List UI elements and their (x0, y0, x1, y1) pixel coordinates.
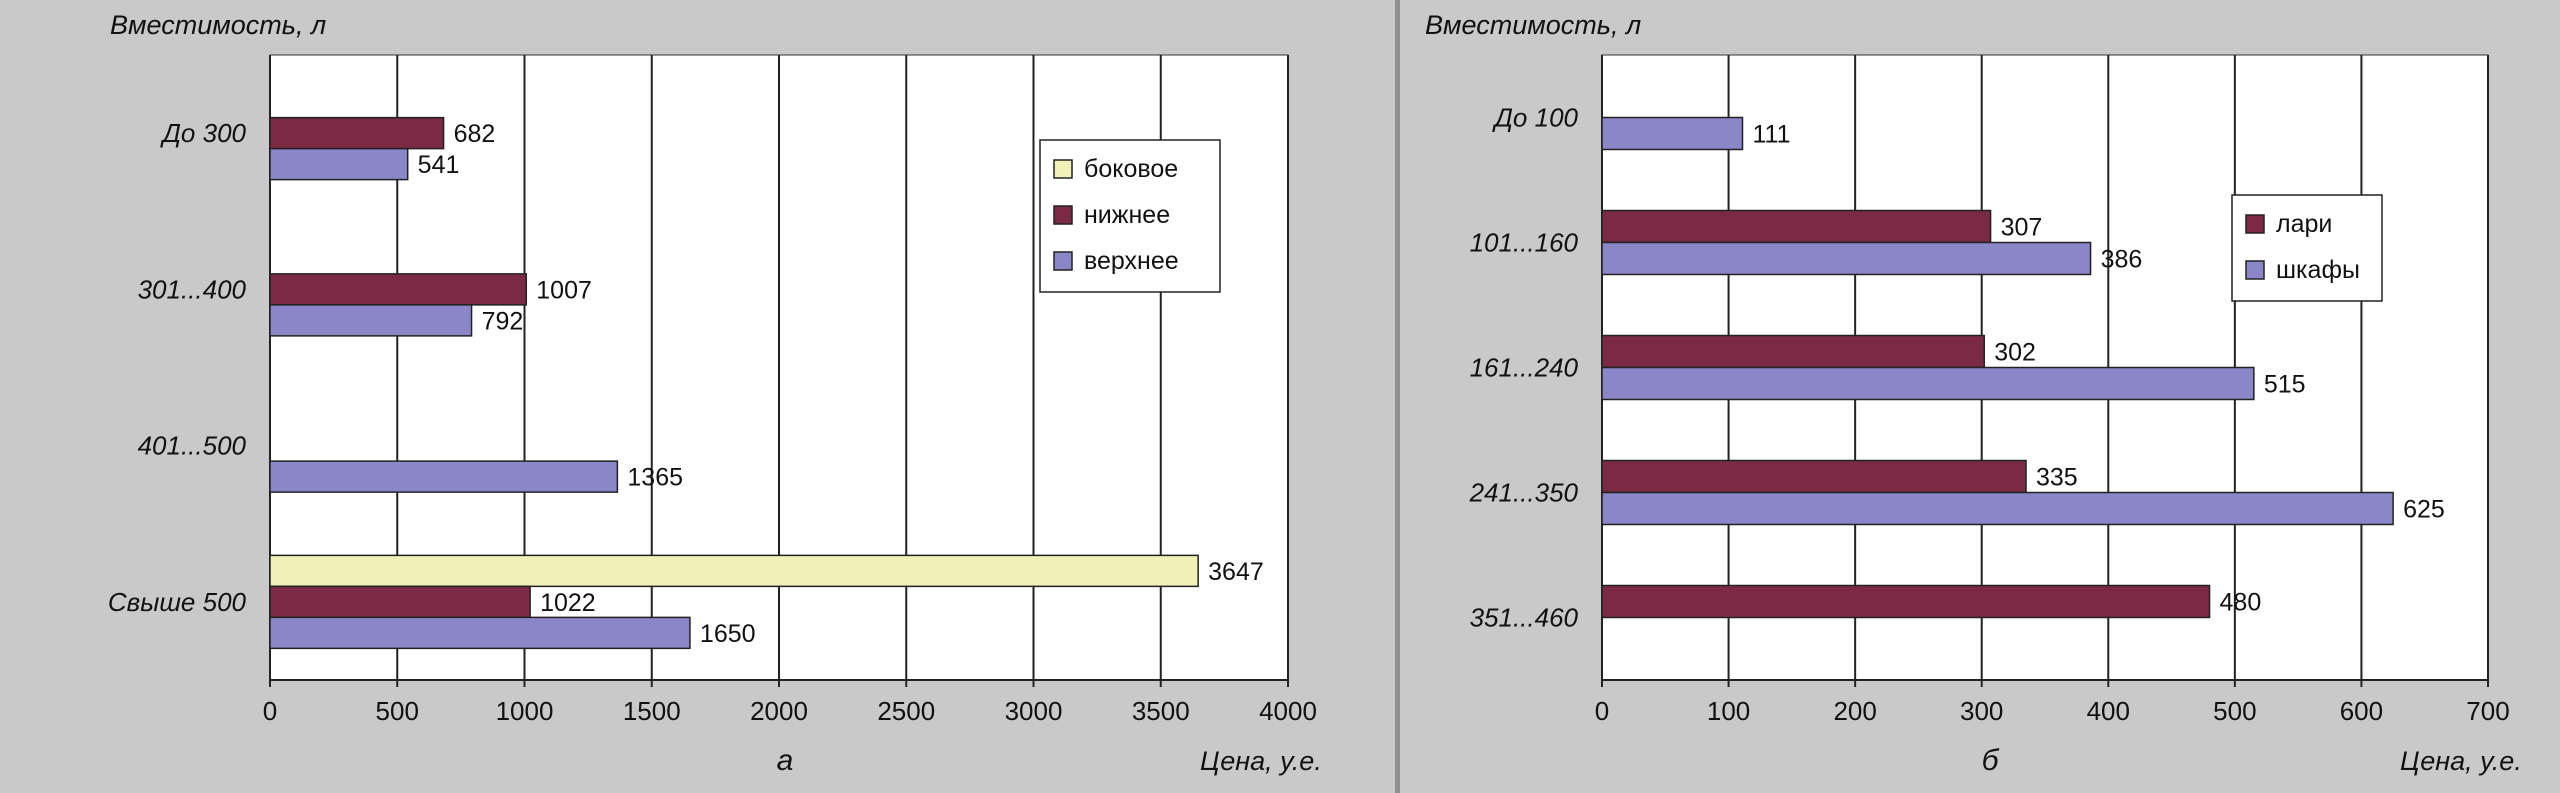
category-label: Свыше 500 (108, 587, 247, 617)
bar-шкафы (1601, 491, 2394, 526)
category-label: До 100 (1492, 103, 1579, 133)
x-tick-label: 600 (2340, 696, 2383, 726)
data-label: 792 (482, 307, 524, 335)
legend-label: нижнее (1084, 201, 1170, 229)
category-label: 301...400 (138, 274, 247, 304)
x-axis-title: Цена, у.е. (1200, 746, 1322, 776)
x-tick-label: 0 (1595, 696, 1609, 726)
y-axis-title: Вместимость, л (1425, 10, 1641, 40)
legend-label: лари (2276, 210, 2332, 238)
data-label: 1650 (700, 620, 756, 648)
bar-нижнее (269, 585, 531, 619)
legend-box (2231, 194, 2383, 302)
data-label: 335 (2036, 464, 2078, 492)
chart-panel-b: 0 100 200 300 400 500 600 700 Вместимость, л Цена… (1400, 0, 2560, 793)
category-label: 351...460 (1470, 603, 1579, 633)
legend-label: боковое (1084, 155, 1178, 183)
x-tick-label: 500 (2213, 696, 2256, 726)
data-label: 111 (1752, 121, 1790, 149)
data-label: 480 (2220, 589, 2262, 617)
legend-label: верхнее (1084, 247, 1179, 275)
bar-лари (1601, 584, 2211, 619)
chart-b-svg: 0 100 200 300 400 500 600 700 Вместимость, л Цена… (1425, 10, 2522, 777)
x-tick-label: 3500 (1132, 696, 1190, 726)
bar-нижнее (269, 116, 445, 150)
x-tick-label: 100 (1707, 696, 1750, 726)
bar-верхнее (269, 616, 691, 650)
bar-боковое (269, 554, 1199, 588)
data-label: 1365 (627, 464, 683, 492)
y-axis-title: Вместимость, л (110, 10, 326, 40)
bar-шкафы (1601, 366, 2255, 401)
x-tick-label: 400 (2087, 696, 2130, 726)
data-label: 307 (2001, 214, 2043, 242)
x-tick-label: 1000 (496, 696, 554, 726)
bar-шкафы (1601, 241, 2092, 276)
x-tick-label: 4000 (1259, 696, 1317, 726)
data-label: 1007 (536, 276, 592, 304)
x-tick-label: 300 (1960, 696, 2003, 726)
x-tick-label: 200 (1833, 696, 1876, 726)
legend-swatch (1053, 159, 1073, 179)
data-label: 541 (418, 151, 460, 179)
x-tick-label: 700 (2466, 696, 2509, 726)
x-axis-title: Цена, у.е. (2400, 746, 2522, 776)
data-label: 1022 (540, 589, 596, 617)
x-tick-label: 2500 (877, 696, 935, 726)
bar-лари (1601, 459, 2027, 494)
x-tick-label: 2000 (750, 696, 808, 726)
bar-верхнее (269, 147, 409, 181)
legend-swatch (1053, 205, 1073, 225)
category-label: 401...500 (138, 431, 247, 461)
panel-letter: б (1982, 744, 2000, 777)
x-tick-label: 1500 (623, 696, 681, 726)
bar-лари (1601, 209, 1992, 244)
bar-шкафы (1601, 116, 1744, 151)
category-label: 101...160 (1470, 228, 1579, 258)
x-tick-label: 0 (263, 696, 277, 726)
x-tick-label: 3000 (1005, 696, 1063, 726)
bar-нижнее (269, 273, 528, 306)
category-label: До 300 (160, 118, 247, 148)
legend-swatch (1053, 251, 1073, 271)
legend-swatch (2245, 260, 2265, 280)
chart-panel-a: 0 500 1000 1500 2000 2500 3000 3500 4000 Вместимо… (108, 10, 1322, 777)
category-label: 161...240 (1470, 353, 1579, 383)
x-tick-label: 500 (376, 696, 419, 726)
data-label: 386 (2101, 246, 2143, 274)
panel-divider (1395, 0, 1400, 793)
bar-лари (1601, 334, 1985, 369)
legend-swatch (2245, 214, 2265, 234)
data-label: 3647 (1208, 558, 1264, 586)
data-label: 682 (454, 120, 496, 148)
chart-a-svg: 0 500 1000 1500 2000 2500 3000 3500 4000 Вместимо… (108, 10, 1322, 777)
bar-верхнее (269, 304, 473, 337)
data-label: 515 (2264, 371, 2306, 399)
data-label: 625 (2403, 496, 2445, 524)
bar-верхнее (269, 460, 619, 493)
legend-label: шкафы (2276, 256, 2360, 284)
panel-letter: а (777, 744, 794, 777)
category-label: 241...350 (1469, 478, 1579, 508)
data-label: 302 (1994, 339, 2036, 367)
